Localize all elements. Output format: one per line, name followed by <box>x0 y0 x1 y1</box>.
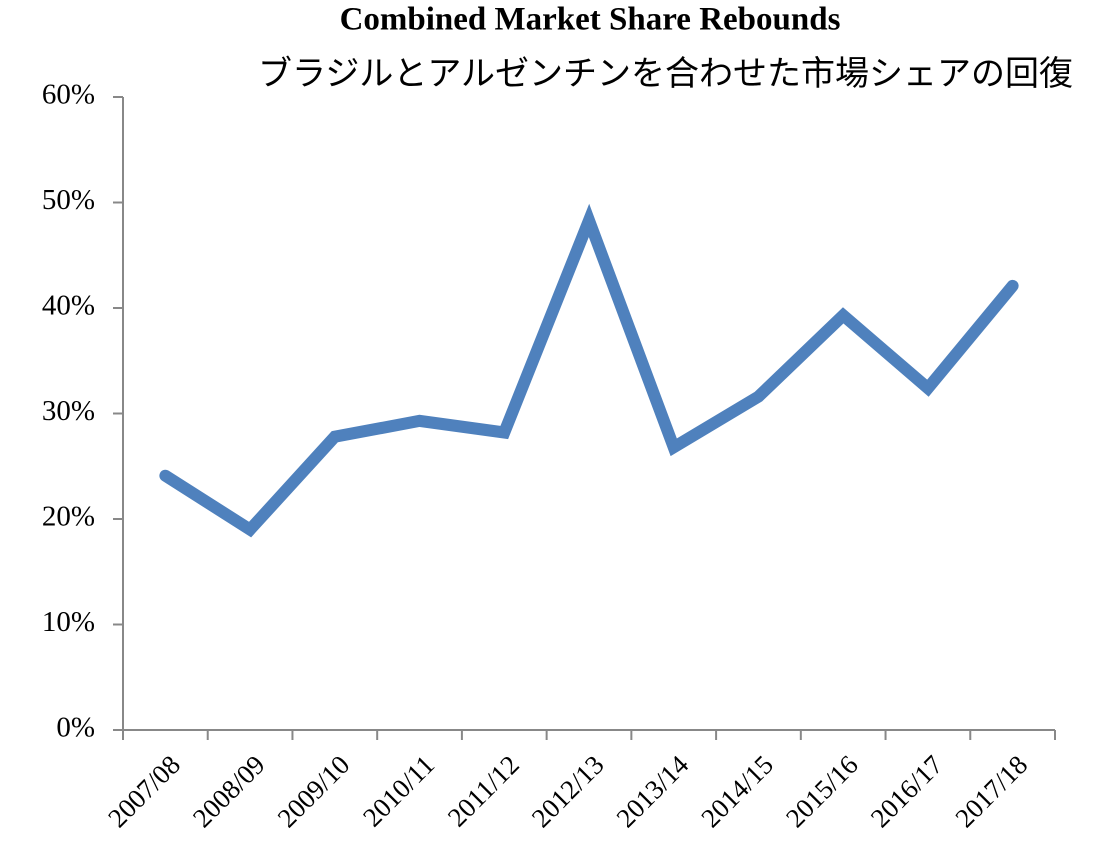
x-tick-label: 2014/15 <box>695 749 779 833</box>
x-tick-label: 2008/09 <box>187 749 271 833</box>
x-tick-label: 2016/17 <box>865 749 949 833</box>
y-tick-label: 0% <box>56 712 95 744</box>
y-tick-label: 40% <box>42 290 95 322</box>
x-tick-label: 2011/12 <box>442 749 525 832</box>
x-tick-label: 2012/13 <box>526 749 610 833</box>
y-tick-label: 60% <box>42 79 95 111</box>
chart-title: Combined Market Share Rebounds <box>340 2 841 38</box>
x-tick-label: 2010/11 <box>357 749 440 832</box>
x-tick-label: 2015/16 <box>780 749 864 833</box>
x-tick-label: 2017/18 <box>949 749 1033 833</box>
chart-subtitle: ブラジルとアルゼンチンを合わせた市場シェアの回復 <box>258 54 1073 94</box>
x-tick-label: 2007/08 <box>102 749 186 833</box>
y-tick-label: 20% <box>42 501 95 533</box>
y-tick-label: 50% <box>42 184 95 216</box>
x-tick-label: 2013/14 <box>611 749 695 833</box>
y-tick-label: 30% <box>42 395 95 427</box>
x-tick-label: 2009/10 <box>272 749 356 833</box>
y-tick-label: 10% <box>42 606 95 638</box>
line-series <box>159 203 1019 538</box>
